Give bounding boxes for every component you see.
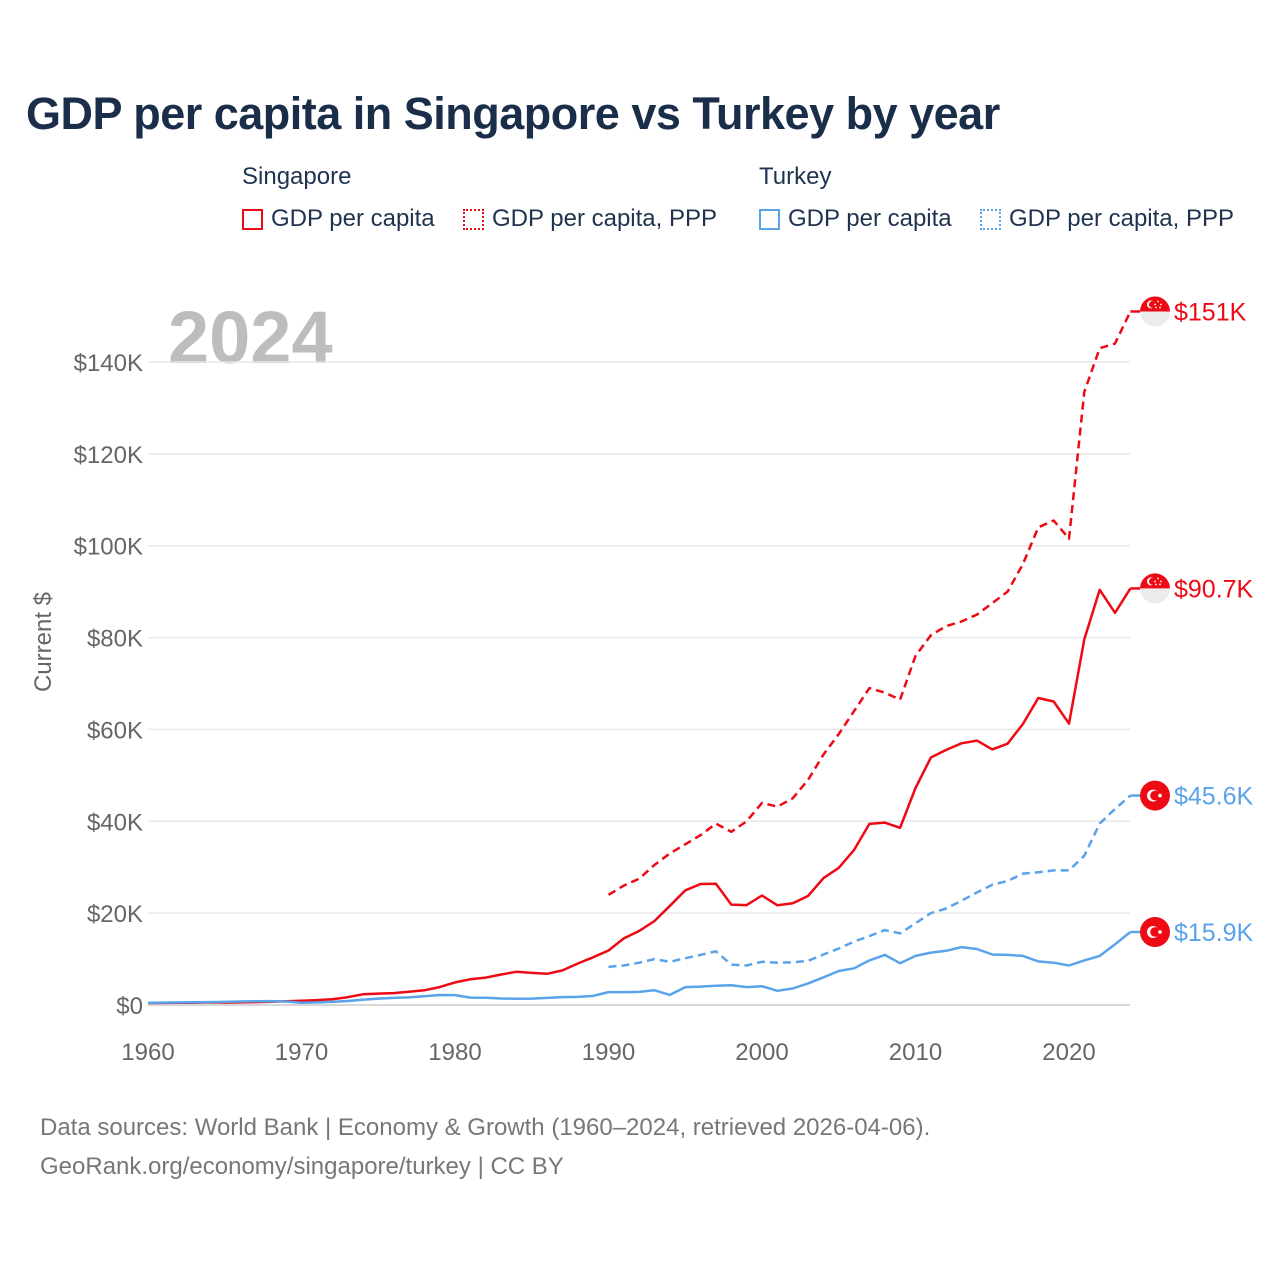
x-tick-label: 2000 [735,1039,788,1066]
legend-label: GDP per capita, PPP [492,205,717,232]
end-value-label: $45.6K [1174,783,1254,811]
y-tick-label: $120K [74,442,143,469]
turkey-flag-icon [1140,780,1170,811]
x-tick-label: 2020 [1042,1039,1095,1066]
singapore-flag-icon [1140,573,1170,604]
source-note: Data sources: World Bank | Economy & Gro… [40,1108,930,1186]
legend-swatch-solid-blue [759,208,780,230]
year-watermark: 2024 [168,296,333,379]
series-line-turkey-gdp-per-capita-ppp [608,794,1132,969]
x-tick-label: 1980 [428,1039,481,1066]
x-tick-label: 1970 [275,1039,328,1066]
x-tick-label: 1960 [121,1039,174,1066]
y-tick-label: $60K [87,717,143,744]
legend-item-singapore-gdp[interactable]: GDP per capita [242,205,435,233]
x-tick-label: 2010 [889,1039,942,1066]
y-tick-label: $100K [74,534,143,561]
legend-swatch-dotted-red [463,208,484,230]
source-link[interactable]: GeoRank.org/economy/singapore/turkey | C… [40,1153,564,1180]
legend-label: GDP per capita, PPP [1009,205,1234,232]
x-tick-label: 1990 [582,1039,635,1066]
series-line-turkey-gdp-per-capita [147,931,1132,1004]
end-value-label: $15.9K [1174,919,1254,947]
legend-label: GDP per capita [788,205,952,232]
y-tick-label: $40K [87,809,143,836]
legend-group-turkey: Turkey [759,163,832,190]
source-line-1: Data sources: World Bank | Economy & Gro… [40,1114,931,1141]
legend-group-singapore: Singapore [242,163,352,190]
legend-swatch-dotted-blue [980,208,1001,230]
y-tick-label: $20K [87,901,143,928]
legend-label: GDP per capita [271,205,435,232]
chart-title: GDP per capita in Singapore vs Turkey by… [26,88,1000,139]
singapore-flag-icon [1140,296,1170,327]
legend-item-turkey-ppp[interactable]: GDP per capita, PPP [980,205,1234,233]
end-value-label: $151K [1174,298,1247,326]
y-axis-label: Current $ [30,592,57,692]
end-value-label: $90.7K [1174,575,1254,603]
y-tick-label: $140K [74,350,143,377]
y-tick-label: $0 [116,993,143,1020]
series-line-singapore-gdp-per-capita-ppp [607,310,1132,896]
y-tick-label: $80K [87,626,143,653]
turkey-flag-icon [1140,916,1170,947]
series-line-singapore-gdp-per-capita [147,587,1132,1005]
legend-item-singapore-ppp[interactable]: GDP per capita, PPP [463,205,717,233]
legend-item-turkey-gdp[interactable]: GDP per capita [759,205,952,233]
legend-swatch-solid-red [242,208,263,230]
